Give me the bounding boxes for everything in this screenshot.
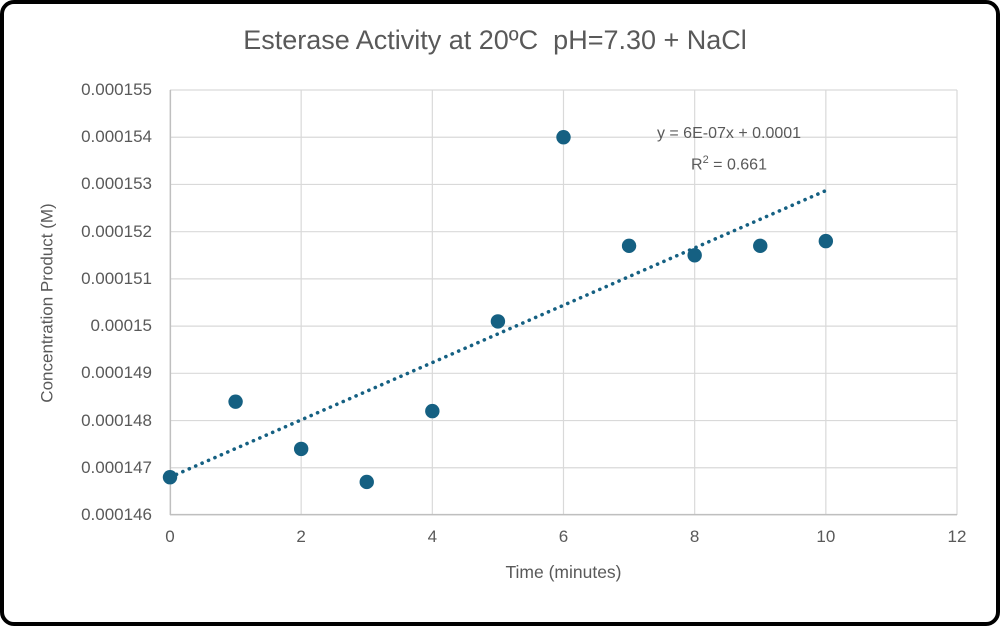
trendline-label: y = 6E-07x + 0.0001 R2 = 0.661 [600, 121, 858, 178]
y-tick-label: 0.000153 [81, 174, 152, 194]
data-point [359, 474, 374, 490]
r-squared-superscript: 2 [702, 154, 709, 166]
trendline-r-squared: R2 = 0.661 [600, 147, 858, 178]
y-tick-label: 0.000146 [81, 505, 152, 524]
trendline-equation: y = 6E-07x + 0.0001 [656, 125, 802, 142]
x-tick-label: 6 [558, 527, 569, 546]
y-tick-label: 0.000149 [81, 363, 152, 383]
data-point [753, 238, 768, 254]
x-tick-label: 8 [689, 527, 700, 546]
trendline [168, 187, 831, 480]
x-tick-label: 10 [816, 527, 836, 546]
x-tick-label: 2 [296, 527, 306, 546]
data-point [228, 394, 243, 409]
data-point [293, 441, 309, 457]
y-tick-label: 0.000152 [81, 221, 152, 241]
data-point [687, 248, 702, 263]
x-tick-label: 12 [947, 527, 967, 546]
data-point [425, 403, 440, 419]
y-tick-label: 0.000154 [81, 127, 152, 147]
x-tick-label: 4 [427, 527, 438, 546]
x-axis-title: Time (minutes) [505, 562, 622, 582]
plot-area [162, 89, 958, 516]
y-tick-label: 0.00015 [90, 316, 152, 336]
y-axis-title: Concentration Product (M) [30, 90, 66, 515]
y-tick-label: 0.000155 [81, 80, 152, 99]
y-tick-label: 0.000151 [81, 268, 152, 288]
data-point [818, 233, 834, 249]
data-point [162, 470, 178, 485]
r-squared-value: = 0.661 [708, 156, 767, 174]
data-point [556, 130, 571, 145]
data-point [490, 314, 506, 329]
r-squared-prefix: R [691, 156, 703, 174]
chart-title: Esterase Activity at 20ºC pH=7.30 + NaCl [243, 25, 747, 55]
y-tick-label: 0.000148 [81, 410, 152, 430]
y-tick-label: 0.000147 [81, 457, 152, 477]
data-point [621, 238, 637, 254]
x-tick-label: 0 [165, 527, 175, 546]
